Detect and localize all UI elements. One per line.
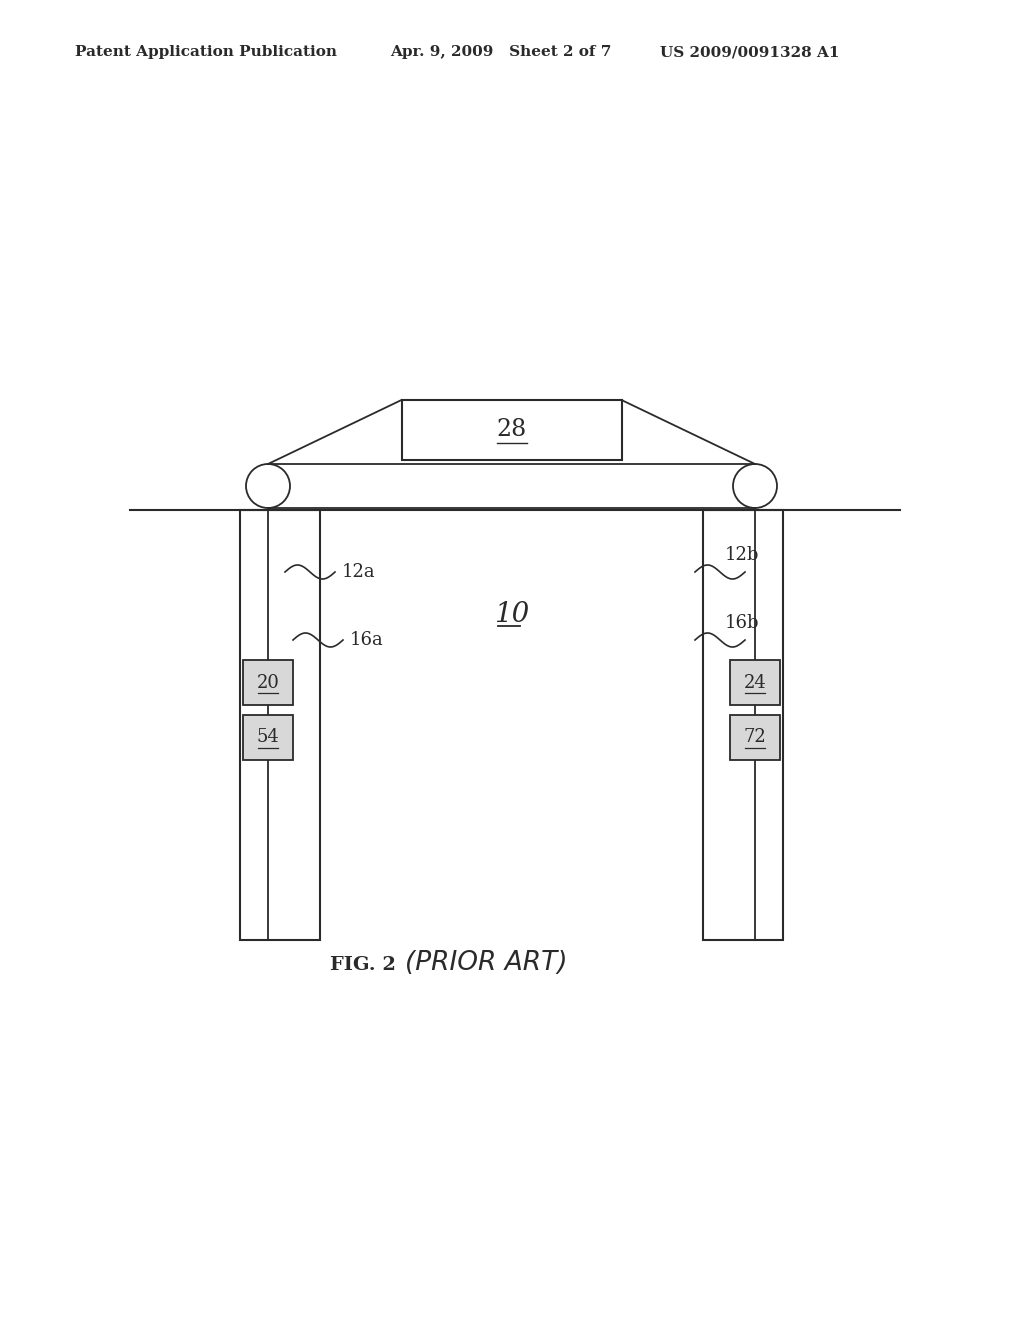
Text: 10: 10 — [494, 601, 529, 627]
Text: FIG. 2: FIG. 2 — [330, 956, 396, 974]
Bar — [730, 715, 780, 760]
Text: 16a: 16a — [350, 631, 384, 649]
Text: 72: 72 — [743, 729, 766, 747]
Bar — [243, 660, 293, 705]
Text: 16b: 16b — [725, 614, 760, 632]
Text: 12a: 12a — [342, 564, 376, 581]
Bar — [240, 510, 319, 940]
Text: 20: 20 — [257, 673, 280, 692]
Text: (PRIOR ART): (PRIOR ART) — [406, 950, 567, 975]
Text: Patent Application Publication: Patent Application Publication — [75, 45, 337, 59]
Bar — [243, 715, 293, 760]
Text: 54: 54 — [257, 729, 280, 747]
Bar — [401, 400, 622, 459]
Bar — [703, 510, 783, 940]
Bar — [730, 660, 780, 705]
Text: US 2009/0091328 A1: US 2009/0091328 A1 — [660, 45, 840, 59]
Text: 12b: 12b — [725, 546, 760, 564]
Text: 24: 24 — [743, 673, 766, 692]
Text: 28: 28 — [497, 418, 526, 441]
Text: Apr. 9, 2009   Sheet 2 of 7: Apr. 9, 2009 Sheet 2 of 7 — [390, 45, 611, 59]
